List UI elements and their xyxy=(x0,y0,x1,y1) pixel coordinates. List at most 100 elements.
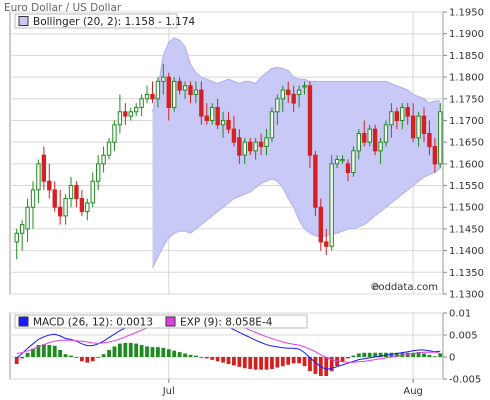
candle-body xyxy=(79,198,85,213)
candle xyxy=(57,189,63,225)
macd-legend: MACD (26, 12): 0.0013 EXP (9): 8.058E-4 xyxy=(14,314,308,329)
histogram-bar xyxy=(52,345,57,357)
candle xyxy=(36,159,41,203)
candle xyxy=(182,81,188,99)
candle xyxy=(383,120,389,147)
histogram-bar xyxy=(422,353,426,357)
candle-body xyxy=(63,198,68,217)
histogram-bar xyxy=(367,352,372,357)
histogram-bar xyxy=(20,357,25,359)
candle xyxy=(204,103,209,125)
histogram-bar xyxy=(286,357,291,365)
histogram-bar xyxy=(25,352,30,357)
candle xyxy=(394,107,400,130)
candle xyxy=(296,85,302,108)
candle xyxy=(128,107,133,121)
x-axis: Jul Aug xyxy=(162,379,423,397)
candle-body xyxy=(345,163,351,174)
candle xyxy=(226,111,231,134)
candle xyxy=(30,181,36,229)
x-tick-label: Jul xyxy=(162,386,175,397)
histogram-bar xyxy=(194,355,198,357)
candle xyxy=(63,194,68,225)
candle xyxy=(90,172,95,208)
legend-box xyxy=(14,13,178,29)
candle xyxy=(378,137,383,164)
candle-body xyxy=(416,115,421,139)
histogram-bar xyxy=(351,355,356,357)
candle-body xyxy=(95,163,101,182)
candle xyxy=(438,103,443,169)
histogram-bar xyxy=(356,353,361,357)
candle xyxy=(47,163,52,199)
candle-body xyxy=(139,98,144,108)
candle-body xyxy=(340,159,345,162)
candle xyxy=(432,137,438,173)
candle xyxy=(242,137,247,164)
price-y-tick-label: 1.1350 xyxy=(449,268,484,279)
candle-body xyxy=(286,89,291,95)
candle xyxy=(307,81,313,169)
candle-body xyxy=(117,111,123,126)
bollinger-upper-line xyxy=(152,37,441,112)
candle-body xyxy=(362,132,367,143)
histogram-bar xyxy=(41,344,46,357)
candle xyxy=(74,181,79,208)
candle-body xyxy=(182,85,188,91)
histogram-bar xyxy=(112,346,117,357)
candle xyxy=(210,103,215,125)
candle-body xyxy=(19,224,25,234)
candle xyxy=(362,120,367,147)
price-y-tick-label: 1.1950 xyxy=(449,8,484,19)
candle-body xyxy=(421,115,427,134)
exp-legend-label: EXP (9): 8.058E-4 xyxy=(180,317,273,329)
candle-body xyxy=(405,106,410,117)
macd-y-tick-label: 0.005 xyxy=(449,331,478,342)
candle-body xyxy=(161,76,166,82)
histogram-bar xyxy=(253,357,258,370)
candle xyxy=(405,103,410,125)
candle xyxy=(215,98,220,130)
exp-legend-swatch xyxy=(165,316,176,327)
candle xyxy=(161,64,166,95)
histogram-bar xyxy=(210,357,215,360)
candle xyxy=(291,85,296,112)
candle xyxy=(264,129,269,156)
histogram-bar xyxy=(416,352,421,357)
histogram-bar xyxy=(90,357,95,362)
candle xyxy=(302,81,307,95)
candle xyxy=(188,81,193,104)
candle-body xyxy=(106,141,112,156)
candle xyxy=(280,85,285,112)
candle-body xyxy=(41,154,47,182)
candle-body xyxy=(427,132,432,147)
candle xyxy=(112,120,117,151)
histogram-bar xyxy=(237,357,242,367)
candle xyxy=(340,155,345,164)
candle xyxy=(172,77,177,112)
candle-body xyxy=(144,93,150,100)
candle xyxy=(258,133,264,156)
histogram-bar xyxy=(427,354,432,357)
candle-body xyxy=(242,141,247,156)
candle-body xyxy=(155,80,161,100)
candle xyxy=(421,107,427,143)
histogram-bar xyxy=(199,357,204,358)
histogram-bar xyxy=(204,357,209,359)
candle xyxy=(101,146,106,173)
candle xyxy=(150,81,155,104)
candle-body xyxy=(57,206,63,217)
histogram-bar xyxy=(85,357,90,363)
candle xyxy=(139,94,144,117)
histogram-bar xyxy=(63,354,68,357)
candle xyxy=(166,72,171,121)
price-y-tick-label: 1.1300 xyxy=(449,290,484,301)
candle-body xyxy=(389,111,394,126)
price-y-tick-label: 1.1600 xyxy=(449,159,484,170)
candle xyxy=(275,94,280,125)
price-y-tick-label: 1.1850 xyxy=(449,51,484,62)
histogram-bar xyxy=(226,357,231,365)
watermark: eoddata.com xyxy=(372,282,438,293)
price-y-tick-label: 1.1500 xyxy=(449,203,484,214)
price-y-tick-label: 1.1550 xyxy=(449,181,484,192)
